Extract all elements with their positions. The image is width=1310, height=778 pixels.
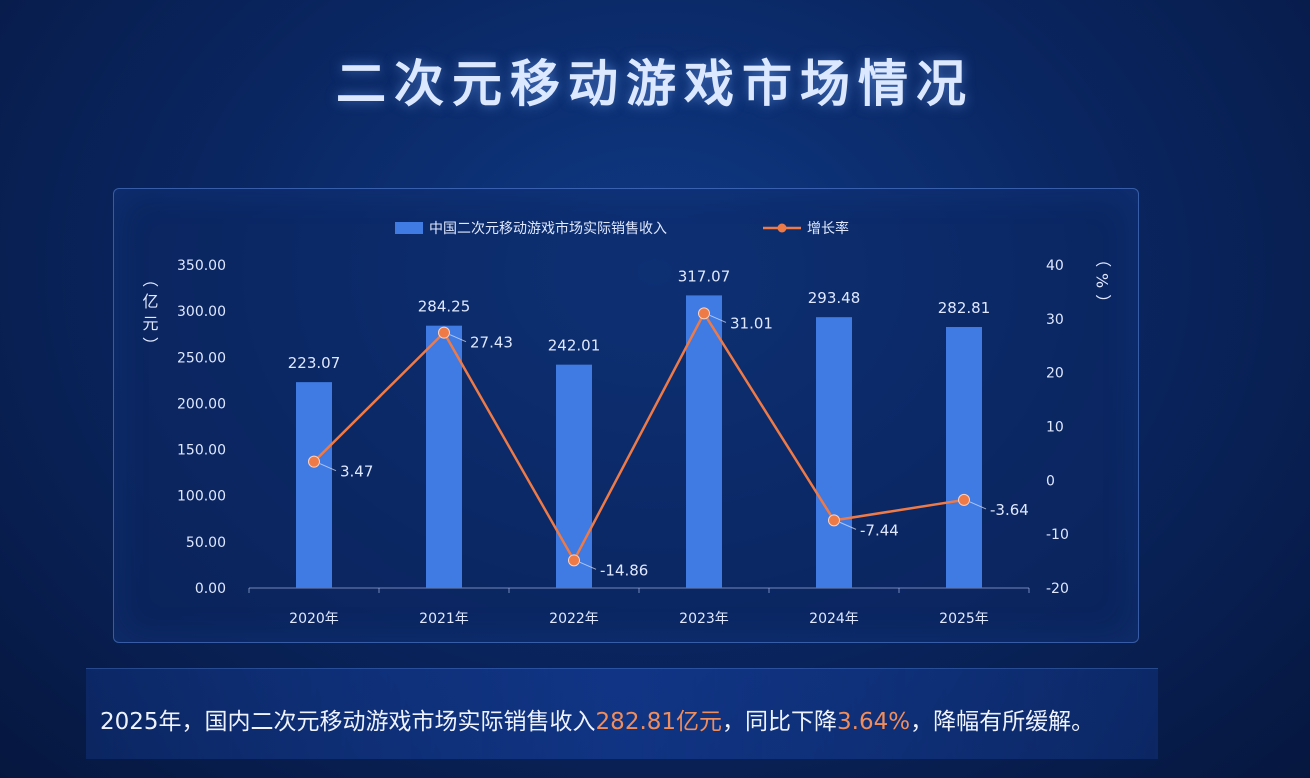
y-left-tick-label: 250.00 <box>177 350 226 366</box>
legend-bar-swatch <box>395 222 423 234</box>
growth-rate-label: -14.86 <box>600 561 648 579</box>
x-tick-label: 2023年 <box>679 611 729 627</box>
growth-rate-label: -3.64 <box>990 501 1029 519</box>
summary-after: ，降幅有所缓解。 <box>910 709 1095 735</box>
growth-label-leader <box>449 334 467 343</box>
y-right-tick-label: 40 <box>1046 258 1064 274</box>
y-left-tick-label: 100.00 <box>177 489 226 505</box>
y-left-tick-label: 200.00 <box>177 396 226 412</box>
legend-bar-label: 中国二次元移动游戏市场实际销售收入 <box>429 220 667 237</box>
page-title: 二次元移动游戏市场情况 <box>336 55 974 113</box>
bar-revenue <box>686 295 722 588</box>
growth-rate-line <box>313 310 965 563</box>
summary-middle: ，同比下降 <box>722 709 838 735</box>
y-left-tick-label: 50.00 <box>186 535 226 551</box>
x-tick-label: 2021年 <box>419 611 469 627</box>
bar-value-label: 284.25 <box>418 298 471 316</box>
y-right-tick-label: 10 <box>1046 420 1064 436</box>
y-left-axis-title: （亿元） <box>140 271 159 359</box>
growth-rate-point <box>698 307 710 320</box>
growth-rate-label: 3.47 <box>340 463 373 481</box>
growth-label-leader <box>579 561 597 570</box>
growth-rate-label: 31.01 <box>730 314 773 332</box>
bar-revenue <box>426 325 462 588</box>
growth-label-leader <box>319 463 337 472</box>
y-right-axis-title: （%） <box>1093 251 1112 316</box>
bar-value-label: 282.81 <box>938 299 991 317</box>
y-right-tick-label: -20 <box>1046 581 1069 597</box>
legend-line-label: 增长率 <box>807 220 849 237</box>
bar-revenue <box>946 327 982 588</box>
y-right-tick-label: 30 <box>1046 312 1064 328</box>
chart-panel: 中国二次元移动游戏市场实际销售收入 增长率 （亿元） （%） 0.00 50.00 100.… <box>113 188 1139 643</box>
growth-rate-label: 27.43 <box>470 334 513 352</box>
y-left-tick-label: 300.00 <box>177 304 226 320</box>
summary-text: 2025年，国内二次元移动游戏市场实际销售收入282.81亿元，同比下降3.64… <box>100 702 1094 736</box>
y-right-tick-label: -10 <box>1046 527 1069 543</box>
bar-value-label: 223.07 <box>288 354 341 372</box>
bar-revenue <box>296 382 332 588</box>
growth-rate-point <box>438 326 450 339</box>
y-left-tick-label: 0.00 <box>195 581 226 597</box>
summary-decline: 3.64% <box>837 709 911 735</box>
y-left-tick-label: 150.00 <box>177 443 226 459</box>
legend-line-marker <box>777 223 787 233</box>
growth-rate-point <box>568 554 580 567</box>
bar-revenue <box>556 364 592 588</box>
y-right-tick-label: 20 <box>1046 366 1064 382</box>
summary-revenue: 282.81亿元 <box>595 709 723 735</box>
growth-label-leader <box>969 501 987 510</box>
growth-rate-point <box>308 455 320 468</box>
y-right-tick-label: 0 <box>1046 473 1055 489</box>
x-tick-label: 2025年 <box>939 611 989 627</box>
growth-label-leader <box>839 521 857 530</box>
bar-value-label: 242.01 <box>548 337 601 355</box>
growth-rate-point <box>828 514 840 527</box>
growth-rate-point <box>958 493 970 506</box>
bar-value-label: 317.07 <box>678 267 731 285</box>
bar-revenue <box>816 317 852 588</box>
growth-label-leader <box>709 314 727 323</box>
x-tick-label: 2022年 <box>549 611 599 627</box>
summary-before: 2025年，国内二次元移动游戏市场实际销售收入 <box>100 709 596 735</box>
bar-value-label: 293.48 <box>808 289 861 307</box>
growth-rate-label: -7.44 <box>860 521 899 539</box>
y-left-tick-label: 350.00 <box>177 258 226 274</box>
x-tick-label: 2024年 <box>809 611 859 627</box>
combo-chart: 中国二次元移动游戏市场实际销售收入 增长率 （亿元） （%） 0.00 50.00 100.… <box>140 220 1112 627</box>
summary-banner <box>86 668 1158 759</box>
x-tick-label: 2020年 <box>289 611 339 627</box>
